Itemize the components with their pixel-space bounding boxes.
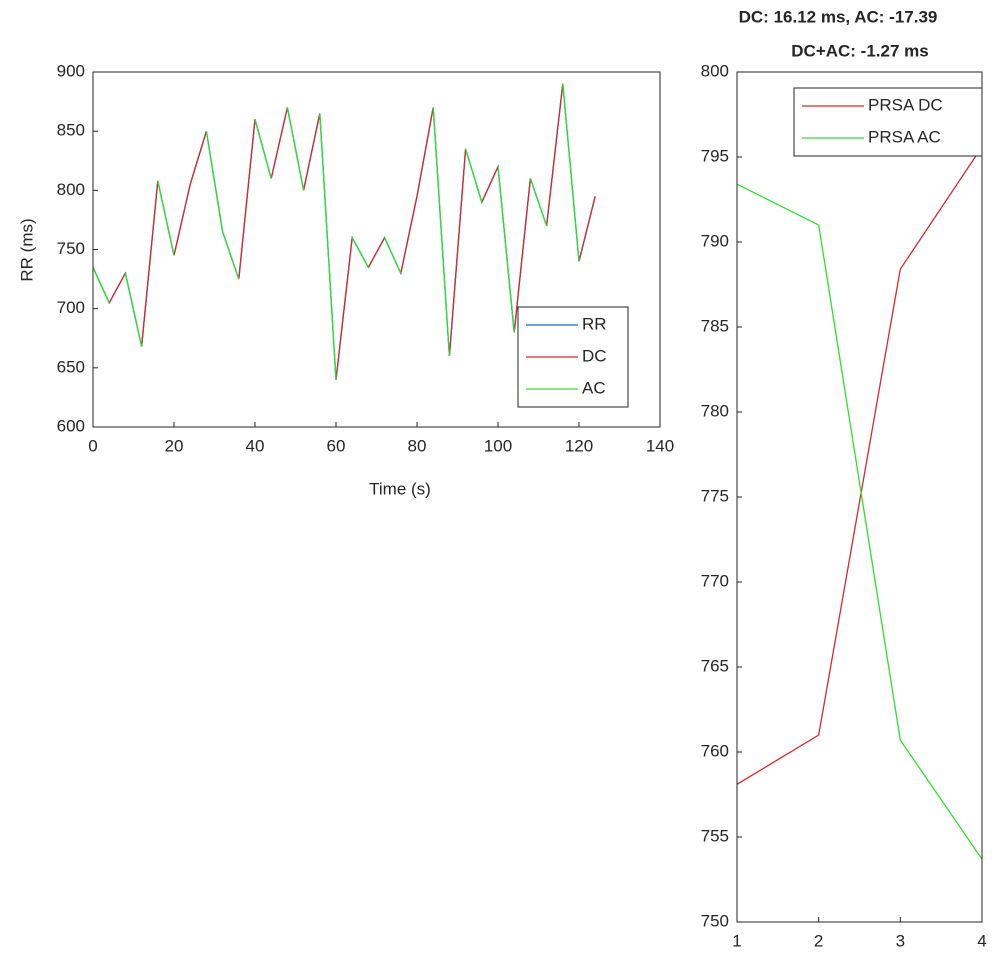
axes-box [92, 71, 661, 428]
y-tick-label: 795 [701, 146, 729, 165]
y-tick-label: 765 [701, 656, 729, 675]
y-tick-label: 770 [701, 571, 729, 590]
y-tick-label: 790 [701, 231, 729, 250]
y-tick-label: 900 [57, 61, 85, 80]
x-tick-label: 60 [327, 436, 346, 455]
x-tick-label: 100 [484, 436, 512, 455]
series-line [737, 146, 982, 785]
y-tick-label: 755 [701, 826, 729, 845]
x-tick-label: 20 [165, 436, 184, 455]
x-tick-label: 120 [565, 436, 593, 455]
legend-label: RR [582, 314, 607, 333]
x-axis-label: Time (s) [369, 479, 431, 498]
x-tick-label: 0 [88, 436, 97, 455]
series-line [108, 83, 596, 380]
x-tick-label: 2 [814, 931, 823, 950]
legend-label: PRSA DC [868, 95, 943, 114]
x-tick-label: 80 [408, 436, 427, 455]
y-tick-label: 775 [701, 486, 729, 505]
x-tick-label: 40 [246, 436, 265, 455]
y-tick-label: 800 [57, 180, 85, 199]
legend-label: PRSA AC [868, 127, 941, 146]
chart-title: DC: 16.12 ms, AC: -17.39 [739, 7, 938, 26]
x-tick-label: 4 [977, 931, 986, 950]
y-tick-label: 780 [701, 401, 729, 420]
y-tick-label: 800 [701, 61, 729, 80]
chart-subtitle: DC+AC: -1.27 ms [791, 41, 928, 60]
y-tick-label: 760 [701, 741, 729, 760]
x-tick-label: 140 [646, 436, 674, 455]
y-tick-label: 750 [701, 911, 729, 930]
legend-label: DC [582, 346, 607, 365]
x-tick-label: 1 [732, 931, 741, 950]
x-tick-label: 3 [896, 931, 905, 950]
y-tick-label: 850 [57, 121, 85, 140]
axes-box [736, 71, 983, 923]
plot-area [737, 72, 982, 922]
y-tick-label: 600 [57, 416, 85, 435]
series-line [93, 83, 580, 380]
y-tick-label: 750 [57, 239, 85, 258]
y-tick-label: 650 [57, 357, 85, 376]
legend-label: AC [582, 378, 606, 397]
legend-box [793, 87, 983, 157]
series-line [737, 183, 982, 860]
y-tick-label: 785 [701, 316, 729, 335]
y-tick-label: 700 [57, 298, 85, 317]
y-axis-label: RR (ms) [17, 218, 36, 281]
